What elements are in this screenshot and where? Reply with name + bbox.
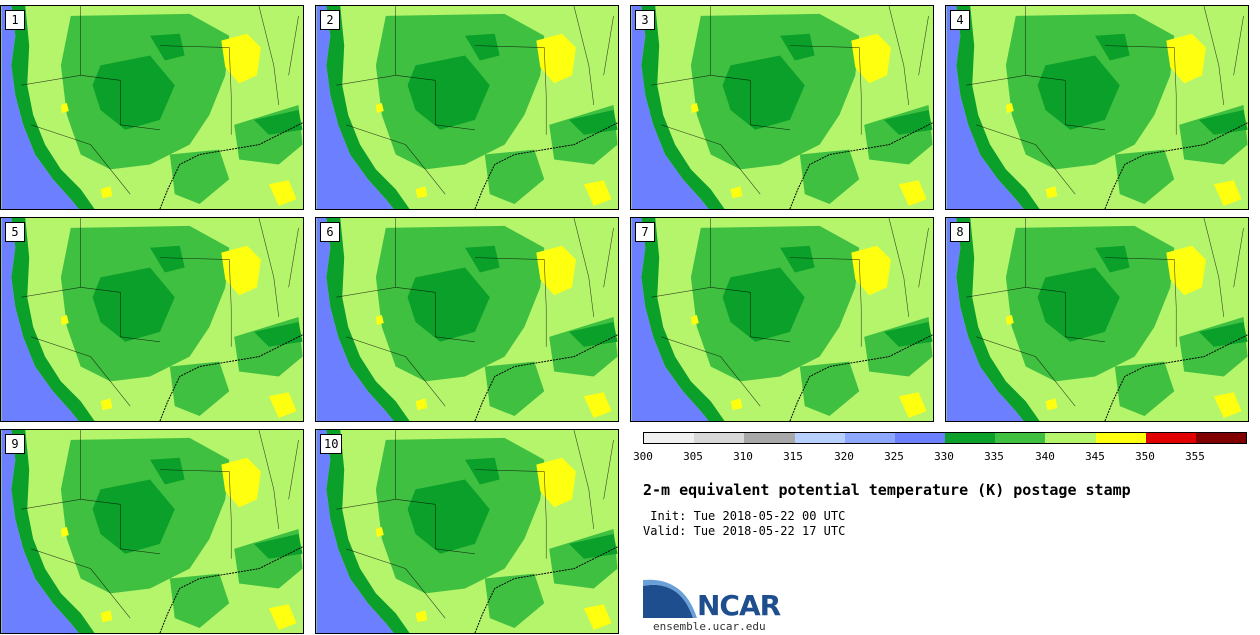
colorbar-tick: 355 [1185,450,1205,463]
colorbar-swatch-11 [1145,433,1196,443]
colorbar-tick: 305 [683,450,703,463]
colorbar-ticks: 300 305 310 315 320 325 330 335 340 345 … [633,450,1247,464]
member-label-8: 8 [950,222,970,242]
colorbar-tick: 340 [1035,450,1055,463]
member-label-4: 4 [950,10,970,30]
init-value: Tue 2018-05-22 00 UTC [693,509,846,523]
colorbar-swatch-3 [744,433,795,443]
member-map-1 [1,6,303,209]
colorbar-swatch-12 [1195,433,1247,443]
member-map-5 [1,218,303,421]
init-line: Init: Tue 2018-05-22 00 UTC [643,509,845,523]
colorbar-swatch-5 [844,433,895,443]
colorbar-swatch-10 [1095,433,1146,443]
colorbar-tick: 315 [783,450,803,463]
member-panel-10: 10 [315,429,619,634]
member-panel-6: 6 [315,217,619,422]
member-map-7 [631,218,933,421]
colorbar-swatch-4 [794,433,845,443]
colorbar-tick: 330 [934,450,954,463]
member-panel-9: 9 [0,429,304,634]
colorbar-swatch-7 [945,433,996,443]
colorbar-tick: 350 [1135,450,1155,463]
colorbar-swatch-2 [694,433,745,443]
member-panel-5: 5 [0,217,304,422]
colorbar-swatch-8 [995,433,1046,443]
member-label-5: 5 [5,222,25,242]
colorbar-tick: 335 [984,450,1004,463]
colorbar-tick: 325 [884,450,904,463]
member-panel-2: 2 [315,5,619,210]
ncar-logo-icon [643,579,697,618]
colorbar-swatch-6 [894,433,946,443]
colorbar-tick: 300 [633,450,653,463]
member-map-2 [316,6,618,209]
plot-title: 2-m equivalent potential temperature (K)… [643,481,1131,499]
member-label-10: 10 [320,434,343,454]
member-label-3: 3 [635,10,655,30]
logo-text: NCAR [697,589,781,622]
member-map-8 [946,218,1248,421]
valid-line: Valid: Tue 2018-05-22 17 UTC [643,524,845,538]
member-label-9: 9 [5,434,25,454]
member-map-4 [946,6,1248,209]
colorbar-swatch-9 [1045,433,1096,443]
valid-value: Tue 2018-05-22 17 UTC [693,524,846,538]
member-label-1: 1 [5,10,25,30]
colorbar-tick: 310 [733,450,753,463]
member-label-2: 2 [320,10,340,30]
logo-url: ensemble.ucar.edu [653,620,766,633]
member-map-9 [1,430,303,633]
member-map-10 [316,430,618,633]
member-panel-4: 4 [945,5,1249,210]
member-map-6 [316,218,618,421]
member-panel-1: 1 [0,5,304,210]
colorbar-swatch-1 [644,433,695,443]
member-label-6: 6 [320,222,340,242]
member-panel-7: 7 [630,217,934,422]
colorbar [643,432,1247,444]
member-map-3 [631,6,933,209]
member-panel-3: 3 [630,5,934,210]
colorbar-tick: 320 [834,450,854,463]
valid-label: Valid: [643,524,687,538]
colorbar-tick: 345 [1085,450,1105,463]
member-label-7: 7 [635,222,655,242]
member-panel-8: 8 [945,217,1249,422]
init-label: Init: [650,509,687,523]
